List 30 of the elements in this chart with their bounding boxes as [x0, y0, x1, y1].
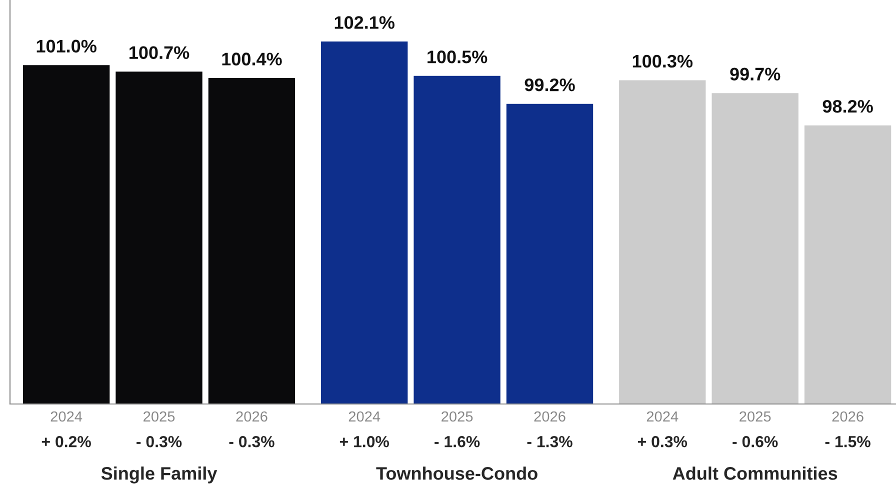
data-label: 99.2% — [524, 78, 575, 92]
x-tick-label: 2025 — [144, 411, 175, 422]
text: - 0.6% — [732, 436, 778, 448]
x-tick-label: 2025 — [442, 411, 473, 422]
text: Adult Communities — [672, 466, 838, 480]
x-tick-label: 2025 — [740, 411, 771, 422]
text: - 1.5% — [825, 436, 870, 448]
x-tick-label: 2026 — [534, 411, 566, 422]
x-tick-label: 2026 — [236, 411, 268, 422]
x-tick-label: 2024 — [50, 411, 82, 422]
x-tick-label: 2026 — [832, 411, 864, 422]
text: Townhouse-Condo — [376, 466, 538, 480]
text: - 0.3% — [229, 436, 274, 448]
text: Single Family — [101, 466, 218, 484]
text: + 0.3% — [638, 436, 688, 448]
text: + 1.0% — [340, 436, 390, 448]
x-tick-label: 2024 — [646, 411, 678, 422]
data-label: 100.7% — [130, 46, 190, 60]
text: - 1.6% — [434, 436, 480, 448]
data-label: 98.2% — [822, 100, 873, 113]
x-tick-label: 2024 — [348, 411, 380, 422]
data-label: 99.7% — [730, 68, 780, 80]
data-label: 100.4% — [222, 52, 282, 66]
data-label: 102.1% — [334, 16, 394, 29]
text: - 0.3% — [136, 436, 182, 448]
data-label: 101.0% — [36, 40, 96, 53]
data-label: 100.3% — [632, 54, 693, 68]
text: - 1.3% — [527, 436, 572, 448]
text: + 0.2% — [42, 436, 91, 448]
data-label: 100.5% — [428, 50, 488, 64]
